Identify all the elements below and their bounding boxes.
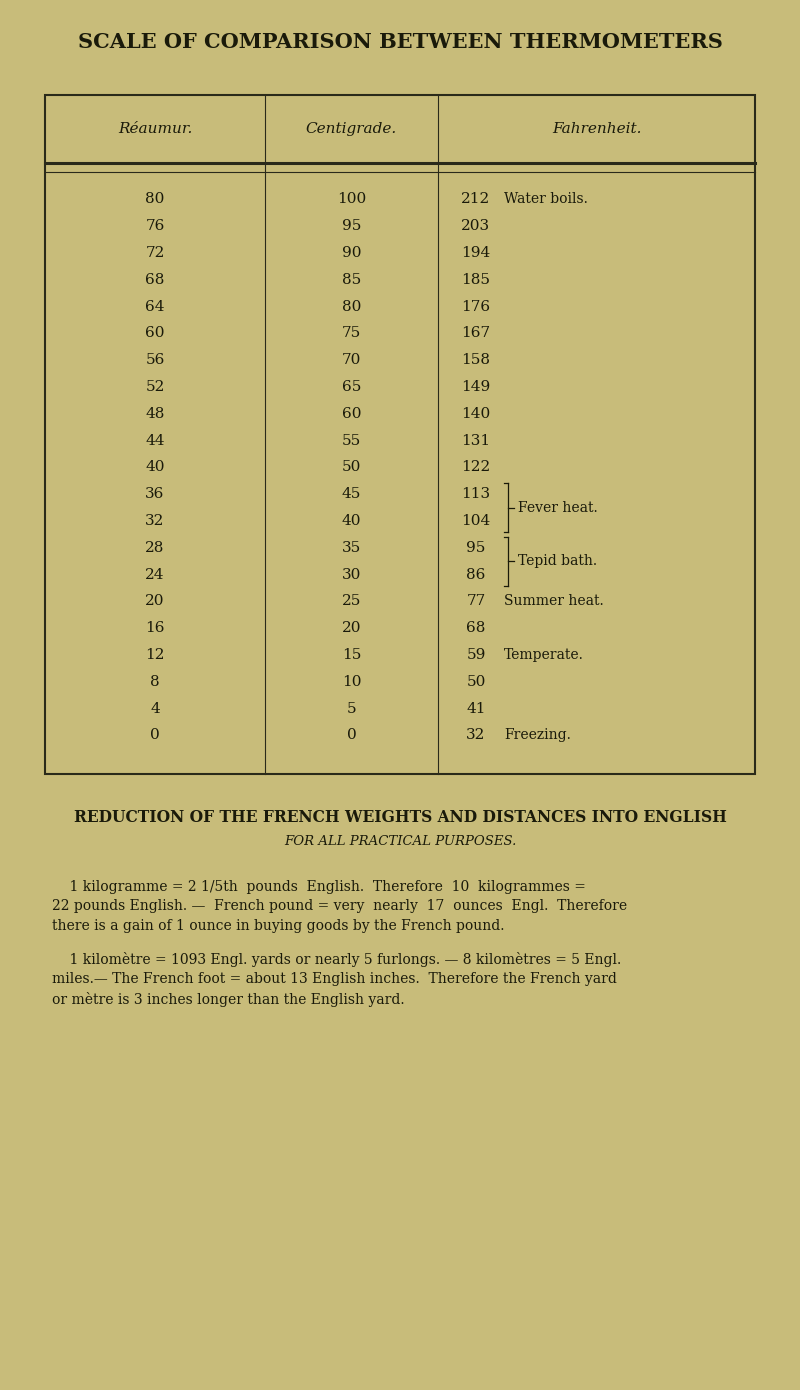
Text: 0: 0	[346, 728, 356, 742]
Text: 100: 100	[337, 192, 366, 206]
Text: 72: 72	[146, 246, 165, 260]
Text: 32: 32	[146, 514, 165, 528]
Text: 41: 41	[466, 702, 486, 716]
Text: 45: 45	[342, 488, 361, 502]
Text: 70: 70	[342, 353, 361, 367]
Text: 35: 35	[342, 541, 361, 555]
Text: 50: 50	[342, 460, 361, 474]
Text: 76: 76	[146, 220, 165, 234]
Text: 167: 167	[462, 327, 490, 341]
Text: 32: 32	[466, 728, 486, 742]
Text: 1 kilogramme = 2 1/5th  pounds  English.  Therefore  10  kilogrammes =
22 pounds: 1 kilogramme = 2 1/5th pounds English. T…	[52, 880, 627, 933]
Text: 203: 203	[462, 220, 490, 234]
Text: 212: 212	[462, 192, 490, 206]
Text: 85: 85	[342, 272, 361, 286]
Text: 55: 55	[342, 434, 361, 448]
Text: 0: 0	[150, 728, 160, 742]
Text: 90: 90	[342, 246, 362, 260]
Text: 50: 50	[466, 674, 486, 689]
Text: REDUCTION OF THE FRENCH WEIGHTS AND DISTANCES INTO ENGLISH: REDUCTION OF THE FRENCH WEIGHTS AND DIST…	[74, 809, 726, 826]
Text: 60: 60	[342, 407, 362, 421]
Text: 80: 80	[342, 300, 361, 314]
Text: Fahrenheit.: Fahrenheit.	[552, 122, 642, 136]
Text: 16: 16	[146, 621, 165, 635]
Text: 24: 24	[146, 567, 165, 581]
Text: Temperate.: Temperate.	[504, 648, 584, 662]
Text: 149: 149	[462, 379, 490, 393]
Text: 95: 95	[342, 220, 361, 234]
Text: Freezing.: Freezing.	[504, 728, 571, 742]
Text: 5: 5	[346, 702, 356, 716]
Text: Summer heat.: Summer heat.	[504, 595, 604, 609]
Text: 15: 15	[342, 648, 361, 662]
Text: 131: 131	[462, 434, 490, 448]
Text: 104: 104	[462, 514, 490, 528]
Text: 176: 176	[462, 300, 490, 314]
Text: Fever heat.: Fever heat.	[518, 500, 598, 514]
Text: Tepid bath.: Tepid bath.	[518, 555, 597, 569]
Text: 30: 30	[342, 567, 361, 581]
Text: Water boils.: Water boils.	[504, 192, 588, 206]
Text: 68: 68	[466, 621, 486, 635]
Text: 194: 194	[462, 246, 490, 260]
Text: 75: 75	[342, 327, 361, 341]
Text: 28: 28	[146, 541, 165, 555]
Text: 40: 40	[146, 460, 165, 474]
Text: 1 kilomètre = 1093 Engl. yards or nearly 5 furlongs. — 8 kilomètres = 5 Engl.
mi: 1 kilomètre = 1093 Engl. yards or nearly…	[52, 952, 622, 1008]
Bar	[45, 95, 755, 774]
Text: 113: 113	[462, 488, 490, 502]
Text: 4: 4	[150, 702, 160, 716]
Text: 185: 185	[462, 272, 490, 286]
Text: 20: 20	[342, 621, 362, 635]
Text: 77: 77	[466, 595, 486, 609]
Text: 20: 20	[146, 595, 165, 609]
Text: 48: 48	[146, 407, 165, 421]
Text: 60: 60	[146, 327, 165, 341]
Text: 86: 86	[466, 567, 486, 581]
Text: 8: 8	[150, 674, 160, 689]
Text: 80: 80	[146, 192, 165, 206]
Text: 40: 40	[342, 514, 362, 528]
Text: 44: 44	[146, 434, 165, 448]
Text: 25: 25	[342, 595, 361, 609]
Text: 140: 140	[462, 407, 490, 421]
Text: 158: 158	[462, 353, 490, 367]
Text: 36: 36	[146, 488, 165, 502]
Text: 65: 65	[342, 379, 361, 393]
Text: 64: 64	[146, 300, 165, 314]
Text: 59: 59	[466, 648, 486, 662]
Text: 68: 68	[146, 272, 165, 286]
Text: FOR ALL PRACTICAL PURPOSES.: FOR ALL PRACTICAL PURPOSES.	[284, 835, 516, 848]
Text: 95: 95	[466, 541, 486, 555]
Text: 122: 122	[462, 460, 490, 474]
Text: SCALE OF COMPARISON BETWEEN THERMOMETERS: SCALE OF COMPARISON BETWEEN THERMOMETERS	[78, 32, 722, 51]
Text: Réaumur.: Réaumur.	[118, 122, 192, 136]
Text: 10: 10	[342, 674, 362, 689]
Text: 12: 12	[146, 648, 165, 662]
Text: 56: 56	[146, 353, 165, 367]
Text: 52: 52	[146, 379, 165, 393]
Text: Centigrade.: Centigrade.	[306, 122, 397, 136]
